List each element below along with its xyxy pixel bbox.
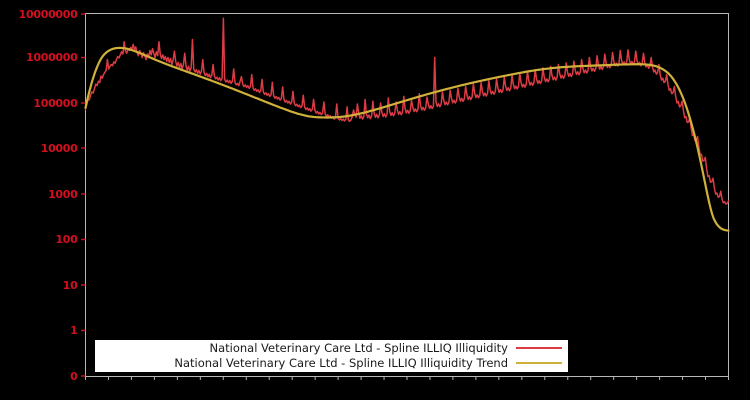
legend-color-swatch xyxy=(516,361,562,364)
series-line-illiquidity-trend xyxy=(84,46,730,232)
legend-color-swatch xyxy=(516,346,562,349)
chart-series-layer xyxy=(84,17,730,232)
y-axis-tick-label: 10000000 xyxy=(18,7,78,21)
chart-legend: National Veterinary Care Ltd - Spline IL… xyxy=(95,340,568,372)
legend-entry-label: National Veterinary Care Ltd - Spline IL… xyxy=(209,340,508,355)
y-axis-tick-label: 1000000 xyxy=(26,51,78,64)
y-axis-tick-label: 10000 xyxy=(40,141,78,155)
legend-entry[interactable]: National Veterinary Care Ltd - Spline IL… xyxy=(95,355,568,370)
y-axis-tick-label: 0 xyxy=(70,369,78,383)
y-axis-tick-label: 1000 xyxy=(48,187,78,201)
y-axis-tick-label: 100000 xyxy=(33,96,78,110)
y-axis-tick-label: 100 xyxy=(55,233,78,246)
series-line-illiquidity xyxy=(84,17,730,205)
legend-entry-label: National Veterinary Care Ltd - Spline IL… xyxy=(174,355,508,370)
chart-axes xyxy=(81,13,729,380)
y-axis-tick-label: 10 xyxy=(62,278,78,292)
y-axis-tick-label: 1 xyxy=(70,324,78,337)
legend-entry[interactable]: National Veterinary Care Ltd - Spline IL… xyxy=(95,340,568,355)
